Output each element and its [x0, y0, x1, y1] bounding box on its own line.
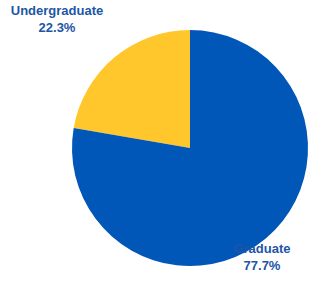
svg-text:Undergraduate22.3%: Undergraduate22.3% [11, 3, 103, 35]
svg-text:Graduate77.7%: Graduate77.7% [233, 241, 290, 273]
